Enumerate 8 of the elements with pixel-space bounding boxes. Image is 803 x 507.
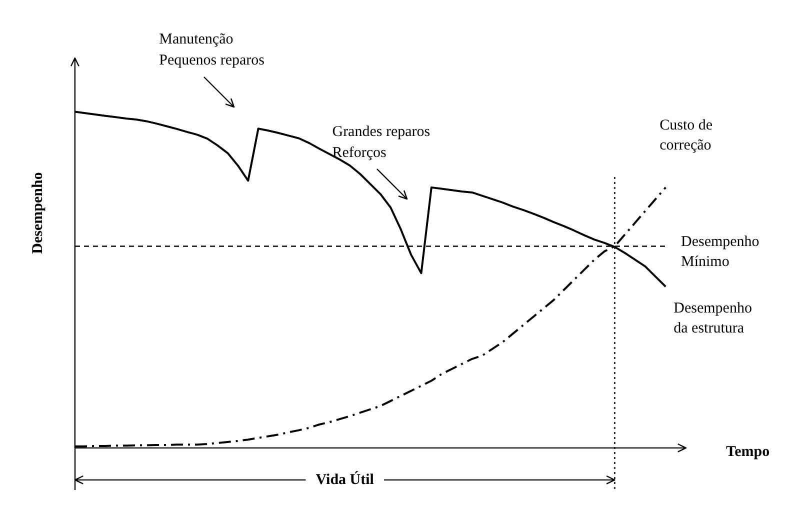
y-axis-title: Desempenho bbox=[30, 172, 46, 254]
text: Manutenção Pequenos reparos bbox=[159, 32, 265, 69]
ref-line-label: Desempenho Mínimo bbox=[681, 234, 760, 270]
annotation: Grandes reparos Reforços bbox=[332, 124, 430, 162]
text: Custo de correção bbox=[660, 117, 713, 154]
text: Vida Útil bbox=[316, 470, 374, 488]
x-axis-title: Tempo bbox=[726, 444, 770, 460]
series-label: Desempenho da estrutura bbox=[674, 300, 752, 337]
